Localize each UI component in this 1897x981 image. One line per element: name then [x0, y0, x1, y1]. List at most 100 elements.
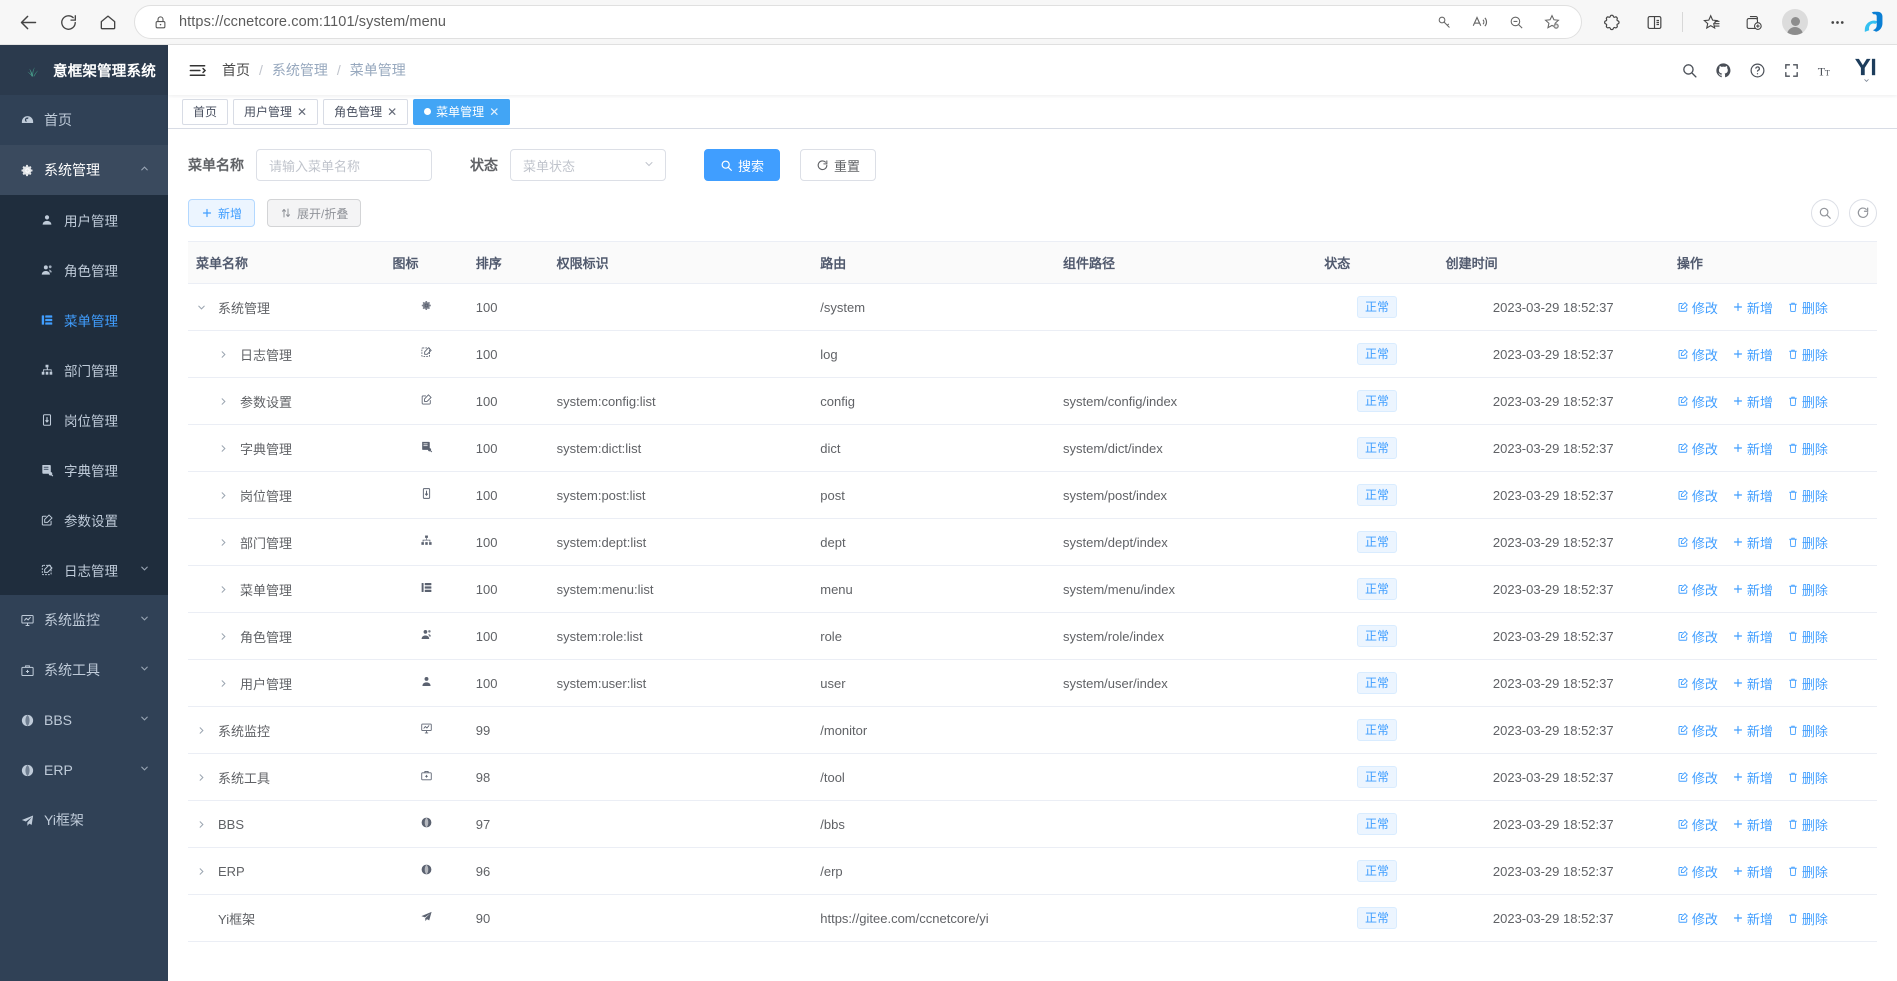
home-button[interactable] — [88, 5, 128, 39]
hamburger-icon[interactable] — [182, 61, 212, 80]
help-icon[interactable] — [1749, 62, 1766, 79]
table-row[interactable]: 系统监控 99/monitor 正常 2023-03-29 18:52:37 修改 新增 删… — [188, 706, 1877, 754]
table-row[interactable]: 系统工具 98/tool 正常 2023-03-29 18:52:37 修改 新增 删除 — [188, 753, 1877, 801]
table-row[interactable]: 字典管理 100 system:dict:list dict system/dict/i… — [188, 424, 1877, 472]
add-action[interactable]: 新增 — [1732, 862, 1773, 881]
edit-action[interactable]: 修改 — [1677, 533, 1718, 552]
sidebar-item-log-mgmt[interactable]: 日志管理 — [0, 545, 168, 595]
edit-action[interactable]: 修改 — [1677, 392, 1718, 411]
sidebar-item-yi-framework[interactable]: Yi框架 — [0, 795, 168, 845]
tree-toggle-icon[interactable] — [218, 490, 234, 501]
table-row[interactable]: ERP 96/erp 正常 2023-03-29 18:52:37 修改 新增 删除 — [188, 847, 1877, 895]
tree-toggle-icon[interactable] — [196, 866, 212, 877]
favorites-icon[interactable] — [1691, 5, 1731, 39]
delete-action[interactable]: 删除 — [1787, 627, 1828, 646]
profile-avatar[interactable] — [1775, 5, 1815, 39]
sidebar-item-system[interactable]: 系统管理 — [0, 145, 168, 195]
delete-action[interactable]: 删除 — [1787, 298, 1828, 317]
add-action[interactable]: 新增 — [1732, 392, 1773, 411]
tree-toggle-icon[interactable] — [196, 725, 212, 736]
add-action[interactable]: 新增 — [1732, 815, 1773, 834]
menu-name-input[interactable]: 请输入菜单名称 — [256, 149, 432, 181]
reload-button[interactable] — [48, 5, 88, 39]
tab-menu-mgmt[interactable]: 菜单管理 ✕ — [413, 98, 511, 125]
delete-action[interactable]: 删除 — [1787, 392, 1828, 411]
table-row[interactable]: 日志管理 100 log 正常 2023-03-29 18:52:37 修改 新增 删除 — [188, 330, 1877, 378]
edit-action[interactable]: 修改 — [1677, 580, 1718, 599]
sidebar-item-config[interactable]: 参数设置 — [0, 495, 168, 545]
edit-action[interactable]: 修改 — [1677, 298, 1718, 317]
brand[interactable]: 意框架管理系统 — [0, 45, 168, 95]
breadcrumb-item-home[interactable]: 首页 — [222, 62, 250, 78]
tree-toggle-icon[interactable] — [196, 302, 212, 313]
add-action[interactable]: 新增 — [1732, 533, 1773, 552]
tree-toggle-icon[interactable] — [218, 349, 234, 360]
add-action[interactable]: 新增 — [1732, 768, 1773, 787]
extensions-icon[interactable] — [1592, 5, 1632, 39]
sidebar-item-role-mgmt[interactable]: 角色管理 — [0, 245, 168, 295]
table-row[interactable]: 菜单管理 100 system:menu:list menu system/menu/i… — [188, 565, 1877, 613]
tree-toggle-icon[interactable] — [218, 584, 234, 595]
delete-action[interactable]: 删除 — [1787, 862, 1828, 881]
read-aloud-icon[interactable] — [1463, 7, 1497, 37]
expand-collapse-button[interactable]: 展开/折叠 — [267, 199, 362, 227]
delete-action[interactable]: 删除 — [1787, 909, 1828, 928]
delete-action[interactable]: 删除 — [1787, 721, 1828, 740]
key-icon[interactable] — [1427, 7, 1461, 37]
close-icon[interactable]: ✕ — [297, 104, 308, 119]
split-screen-icon[interactable] — [1634, 5, 1674, 39]
table-row[interactable]: 用户管理 100 system:user:list user system/user/i… — [188, 659, 1877, 707]
sidebar-item-dict-mgmt[interactable]: 字典管理 — [0, 445, 168, 495]
table-row[interactable]: 角色管理 100 system:role:list role system/role/i… — [188, 612, 1877, 660]
sidebar-item-tools[interactable]: 系统工具 — [0, 645, 168, 695]
delete-action[interactable]: 删除 — [1787, 815, 1828, 834]
delete-action[interactable]: 删除 — [1787, 345, 1828, 364]
breadcrumb-item-system[interactable]: 系统管理 — [271, 62, 328, 78]
edit-action[interactable]: 修改 — [1677, 815, 1718, 834]
edit-action[interactable]: 修改 — [1677, 909, 1718, 928]
search-button[interactable]: 搜索 — [704, 149, 781, 181]
sidebar-item-user-mgmt[interactable]: 用户管理 — [0, 195, 168, 245]
add-action[interactable]: 新增 — [1732, 580, 1773, 599]
refresh-icon[interactable] — [1849, 199, 1877, 227]
delete-action[interactable]: 删除 — [1787, 768, 1828, 787]
edit-action[interactable]: 修改 — [1677, 768, 1718, 787]
tree-toggle-icon[interactable] — [218, 678, 234, 689]
add-action[interactable]: 新增 — [1732, 486, 1773, 505]
table-row[interactable]: BBS 97/bbs 正常 2023-03-29 18:52:37 修改 新增 删除 — [188, 800, 1877, 848]
add-action[interactable]: 新增 — [1732, 439, 1773, 458]
tab-user-mgmt[interactable]: 用户管理 ✕ — [233, 98, 319, 125]
sidebar-item-monitor[interactable]: 系统监控 — [0, 595, 168, 645]
edit-action[interactable]: 修改 — [1677, 345, 1718, 364]
add-action[interactable]: 新增 — [1732, 909, 1773, 928]
reset-button[interactable]: 重置 — [800, 149, 877, 181]
delete-action[interactable]: 删除 — [1787, 439, 1828, 458]
tab-home[interactable]: 首页 — [182, 98, 229, 125]
copilot-icon[interactable] — [1859, 7, 1889, 37]
close-icon[interactable]: ✕ — [489, 104, 500, 119]
edit-action[interactable]: 修改 — [1677, 439, 1718, 458]
more-icon[interactable] — [1817, 5, 1857, 39]
edit-action[interactable]: 修改 — [1677, 674, 1718, 693]
add-favorite-icon[interactable] — [1535, 7, 1569, 37]
status-select[interactable]: 菜单状态 — [510, 149, 666, 181]
table-row[interactable]: 参数设置 100 system:config:list config system/co… — [188, 377, 1877, 425]
github-icon[interactable] — [1715, 62, 1732, 79]
sidebar-item-post-mgmt[interactable]: 岗位管理 — [0, 395, 168, 445]
zoom-out-icon[interactable] — [1499, 7, 1533, 37]
edit-action[interactable]: 修改 — [1677, 862, 1718, 881]
edit-action[interactable]: 修改 — [1677, 721, 1718, 740]
add-action[interactable]: 新增 — [1732, 721, 1773, 740]
edit-action[interactable]: 修改 — [1677, 486, 1718, 505]
tab-role-mgmt[interactable]: 角色管理 ✕ — [323, 98, 409, 125]
tree-toggle-icon[interactable] — [218, 631, 234, 642]
yi-logo[interactable] — [1853, 57, 1879, 84]
table-row[interactable]: Yi框架 90 https://gitee.com/ccnetcore/yi 正常 20… — [188, 894, 1877, 942]
address-bar[interactable]: https://ccnetcore.com:1101/system/menu — [134, 5, 1582, 39]
add-action[interactable]: 新增 — [1732, 298, 1773, 317]
sidebar-item-home[interactable]: 首页 — [0, 95, 168, 145]
sidebar-item-erp[interactable]: ERP — [0, 745, 168, 795]
delete-action[interactable]: 删除 — [1787, 486, 1828, 505]
delete-action[interactable]: 删除 — [1787, 674, 1828, 693]
